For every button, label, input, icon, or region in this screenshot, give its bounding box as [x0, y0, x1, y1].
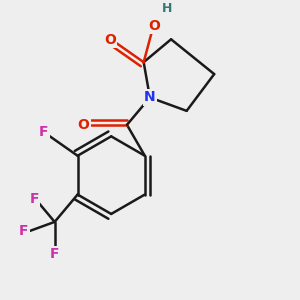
Text: F: F: [19, 224, 28, 238]
Text: N: N: [144, 91, 156, 104]
Text: F: F: [30, 192, 39, 206]
Text: O: O: [78, 118, 89, 132]
Text: O: O: [104, 33, 116, 47]
Text: O: O: [148, 19, 160, 33]
Text: F: F: [39, 125, 49, 139]
Text: H: H: [162, 2, 172, 15]
Text: F: F: [50, 248, 59, 262]
